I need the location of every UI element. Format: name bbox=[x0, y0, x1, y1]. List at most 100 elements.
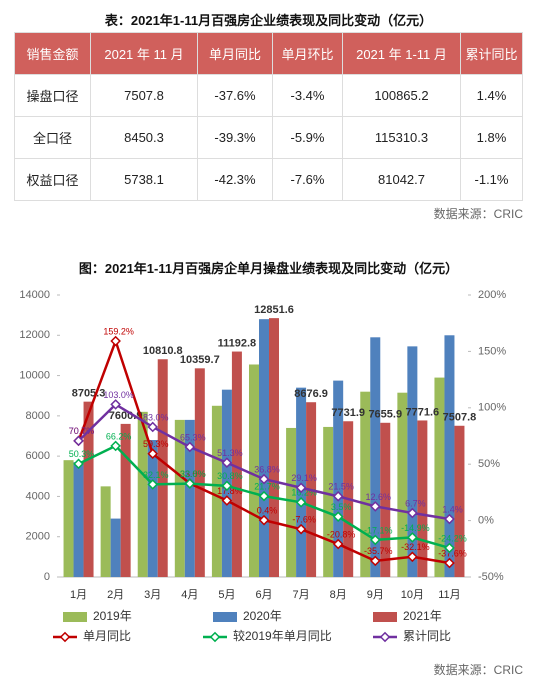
bar bbox=[434, 377, 445, 577]
value-label: 29.1% bbox=[291, 473, 317, 483]
bar bbox=[120, 423, 131, 577]
value-label: 21.7% bbox=[254, 481, 280, 491]
y-tick-label: 2000 bbox=[26, 531, 50, 543]
bar bbox=[249, 364, 259, 577]
bar-label: 10810.8 bbox=[143, 345, 183, 357]
bar bbox=[157, 359, 168, 577]
cell: 8450.3 bbox=[90, 116, 198, 159]
legend-marker bbox=[379, 631, 391, 643]
marker bbox=[221, 495, 233, 506]
chart-title: 图：2021年1-11月百强房企单月操盘业绩表现及同比变动（亿元） bbox=[78, 261, 459, 276]
value-label: 66.2% bbox=[106, 431, 132, 441]
marker bbox=[444, 513, 455, 525]
bar bbox=[370, 337, 381, 577]
bar-label: 8676.9 bbox=[294, 388, 328, 400]
bar-label: 10359.7 bbox=[180, 354, 220, 366]
marker bbox=[258, 514, 270, 526]
marker bbox=[110, 335, 121, 347]
cell: 100865.2 bbox=[342, 74, 461, 117]
bar bbox=[174, 419, 185, 577]
header-row: 销售金额 2021 年 11 月单月同比 单月环比 2021 年 1-11 月累计同比 bbox=[14, 32, 523, 75]
bar-label: 7731.9 bbox=[331, 407, 365, 419]
chart: 0 2000 4000 6000 8000 10000 12000 14000 -50% 0% 50… bbox=[19, 289, 506, 643]
x-tick-label: 6月 bbox=[255, 589, 272, 601]
table: 销售金额 2021 年 11 月单月同比 单月环比 2021 年 1-11 月累计同比… bbox=[14, 32, 523, 201]
legend-label: 2021年 bbox=[403, 609, 442, 623]
bar-label: 7655.9 bbox=[368, 409, 402, 421]
x-tick-label: 1月 bbox=[70, 589, 87, 601]
marker bbox=[332, 511, 344, 522]
y-tick-label: 4000 bbox=[26, 490, 50, 502]
marker bbox=[73, 458, 84, 470]
header-cell: 销售金额 bbox=[14, 32, 91, 75]
y2-tick-label: 100% bbox=[478, 402, 506, 414]
bar bbox=[73, 462, 84, 577]
value-label: 6.7% bbox=[405, 498, 426, 508]
y-tick-label: 10000 bbox=[19, 369, 50, 381]
marker bbox=[221, 480, 233, 492]
value-label: -17.1% bbox=[364, 525, 393, 535]
marker bbox=[444, 542, 455, 554]
legend-marker bbox=[209, 631, 221, 643]
chart-source: 数据来源：CRIC bbox=[433, 663, 523, 677]
row: 操盘口径 7507.8 -37.6% -3.4% 100865.2 1.4% bbox=[14, 74, 523, 117]
bar bbox=[380, 422, 391, 577]
legend-swatch bbox=[63, 612, 87, 622]
bar bbox=[286, 427, 297, 577]
value-label: -37.6% bbox=[438, 548, 467, 558]
bar bbox=[417, 420, 428, 577]
marker bbox=[258, 473, 270, 485]
x-tick-label: 9月 bbox=[367, 589, 384, 601]
y-tick-label: 0 bbox=[44, 571, 50, 583]
y-tick-label: 14000 bbox=[19, 289, 50, 301]
marker bbox=[258, 490, 270, 502]
cell: 1.8% bbox=[460, 116, 523, 159]
marker bbox=[295, 482, 307, 494]
y-tick-label: 8000 bbox=[26, 410, 50, 422]
bar bbox=[269, 318, 279, 577]
marker bbox=[295, 497, 307, 508]
value-label: 159.2% bbox=[103, 326, 134, 336]
cell: -1.1% bbox=[460, 158, 523, 201]
cell: -39.3% bbox=[197, 116, 273, 159]
header-cell: 累计同比 bbox=[460, 32, 523, 75]
bar bbox=[397, 392, 408, 577]
cell: -37.6% bbox=[197, 74, 273, 117]
header-cell: 单月同比 bbox=[197, 32, 273, 75]
table-title: 表：2021年1-11月百强房企业绩表现及同比变动（亿元） bbox=[104, 13, 433, 28]
bar bbox=[211, 405, 222, 577]
x-tick-label: 2月 bbox=[107, 589, 124, 601]
y2-tick-label: 50% bbox=[478, 458, 500, 470]
marker bbox=[147, 479, 159, 490]
marker bbox=[369, 501, 381, 512]
cell: 1.4% bbox=[460, 74, 523, 117]
x-tick-label: 3月 bbox=[144, 589, 161, 601]
value-label: -14.9% bbox=[401, 523, 430, 533]
legend-label: 单月同比 bbox=[83, 629, 131, 643]
bar bbox=[323, 426, 334, 577]
value-label: 16.2% bbox=[291, 488, 317, 498]
marker bbox=[184, 478, 196, 489]
cell: -3.4% bbox=[272, 74, 343, 117]
y2-tick-label: -50% bbox=[478, 571, 504, 583]
legend-label: 较2019年单月同比 bbox=[233, 628, 332, 643]
value-label: 103.0% bbox=[103, 390, 134, 400]
cell: 81042.7 bbox=[342, 158, 461, 201]
value-label: 70.7% bbox=[69, 426, 95, 436]
row: 全口径 8450.3 -39.3% -5.9% 115310.3 1.8% bbox=[14, 116, 523, 159]
marker bbox=[407, 532, 418, 543]
x-tick-label: 10月 bbox=[401, 589, 424, 601]
value-label: -20.8% bbox=[327, 529, 356, 539]
value-label: 17.8% bbox=[217, 486, 243, 496]
value-label: 36.8% bbox=[254, 464, 280, 474]
bar bbox=[444, 335, 455, 577]
value-label: -24.2% bbox=[438, 533, 467, 543]
legend-swatch bbox=[373, 612, 397, 622]
legend-label: 累计同比 bbox=[403, 629, 451, 643]
bar bbox=[360, 391, 371, 577]
bar bbox=[110, 518, 121, 577]
bar-label: 7507.8 bbox=[443, 412, 477, 424]
value-label: 59.3% bbox=[143, 439, 169, 449]
bar bbox=[333, 380, 344, 577]
cell: -5.9% bbox=[272, 116, 343, 159]
